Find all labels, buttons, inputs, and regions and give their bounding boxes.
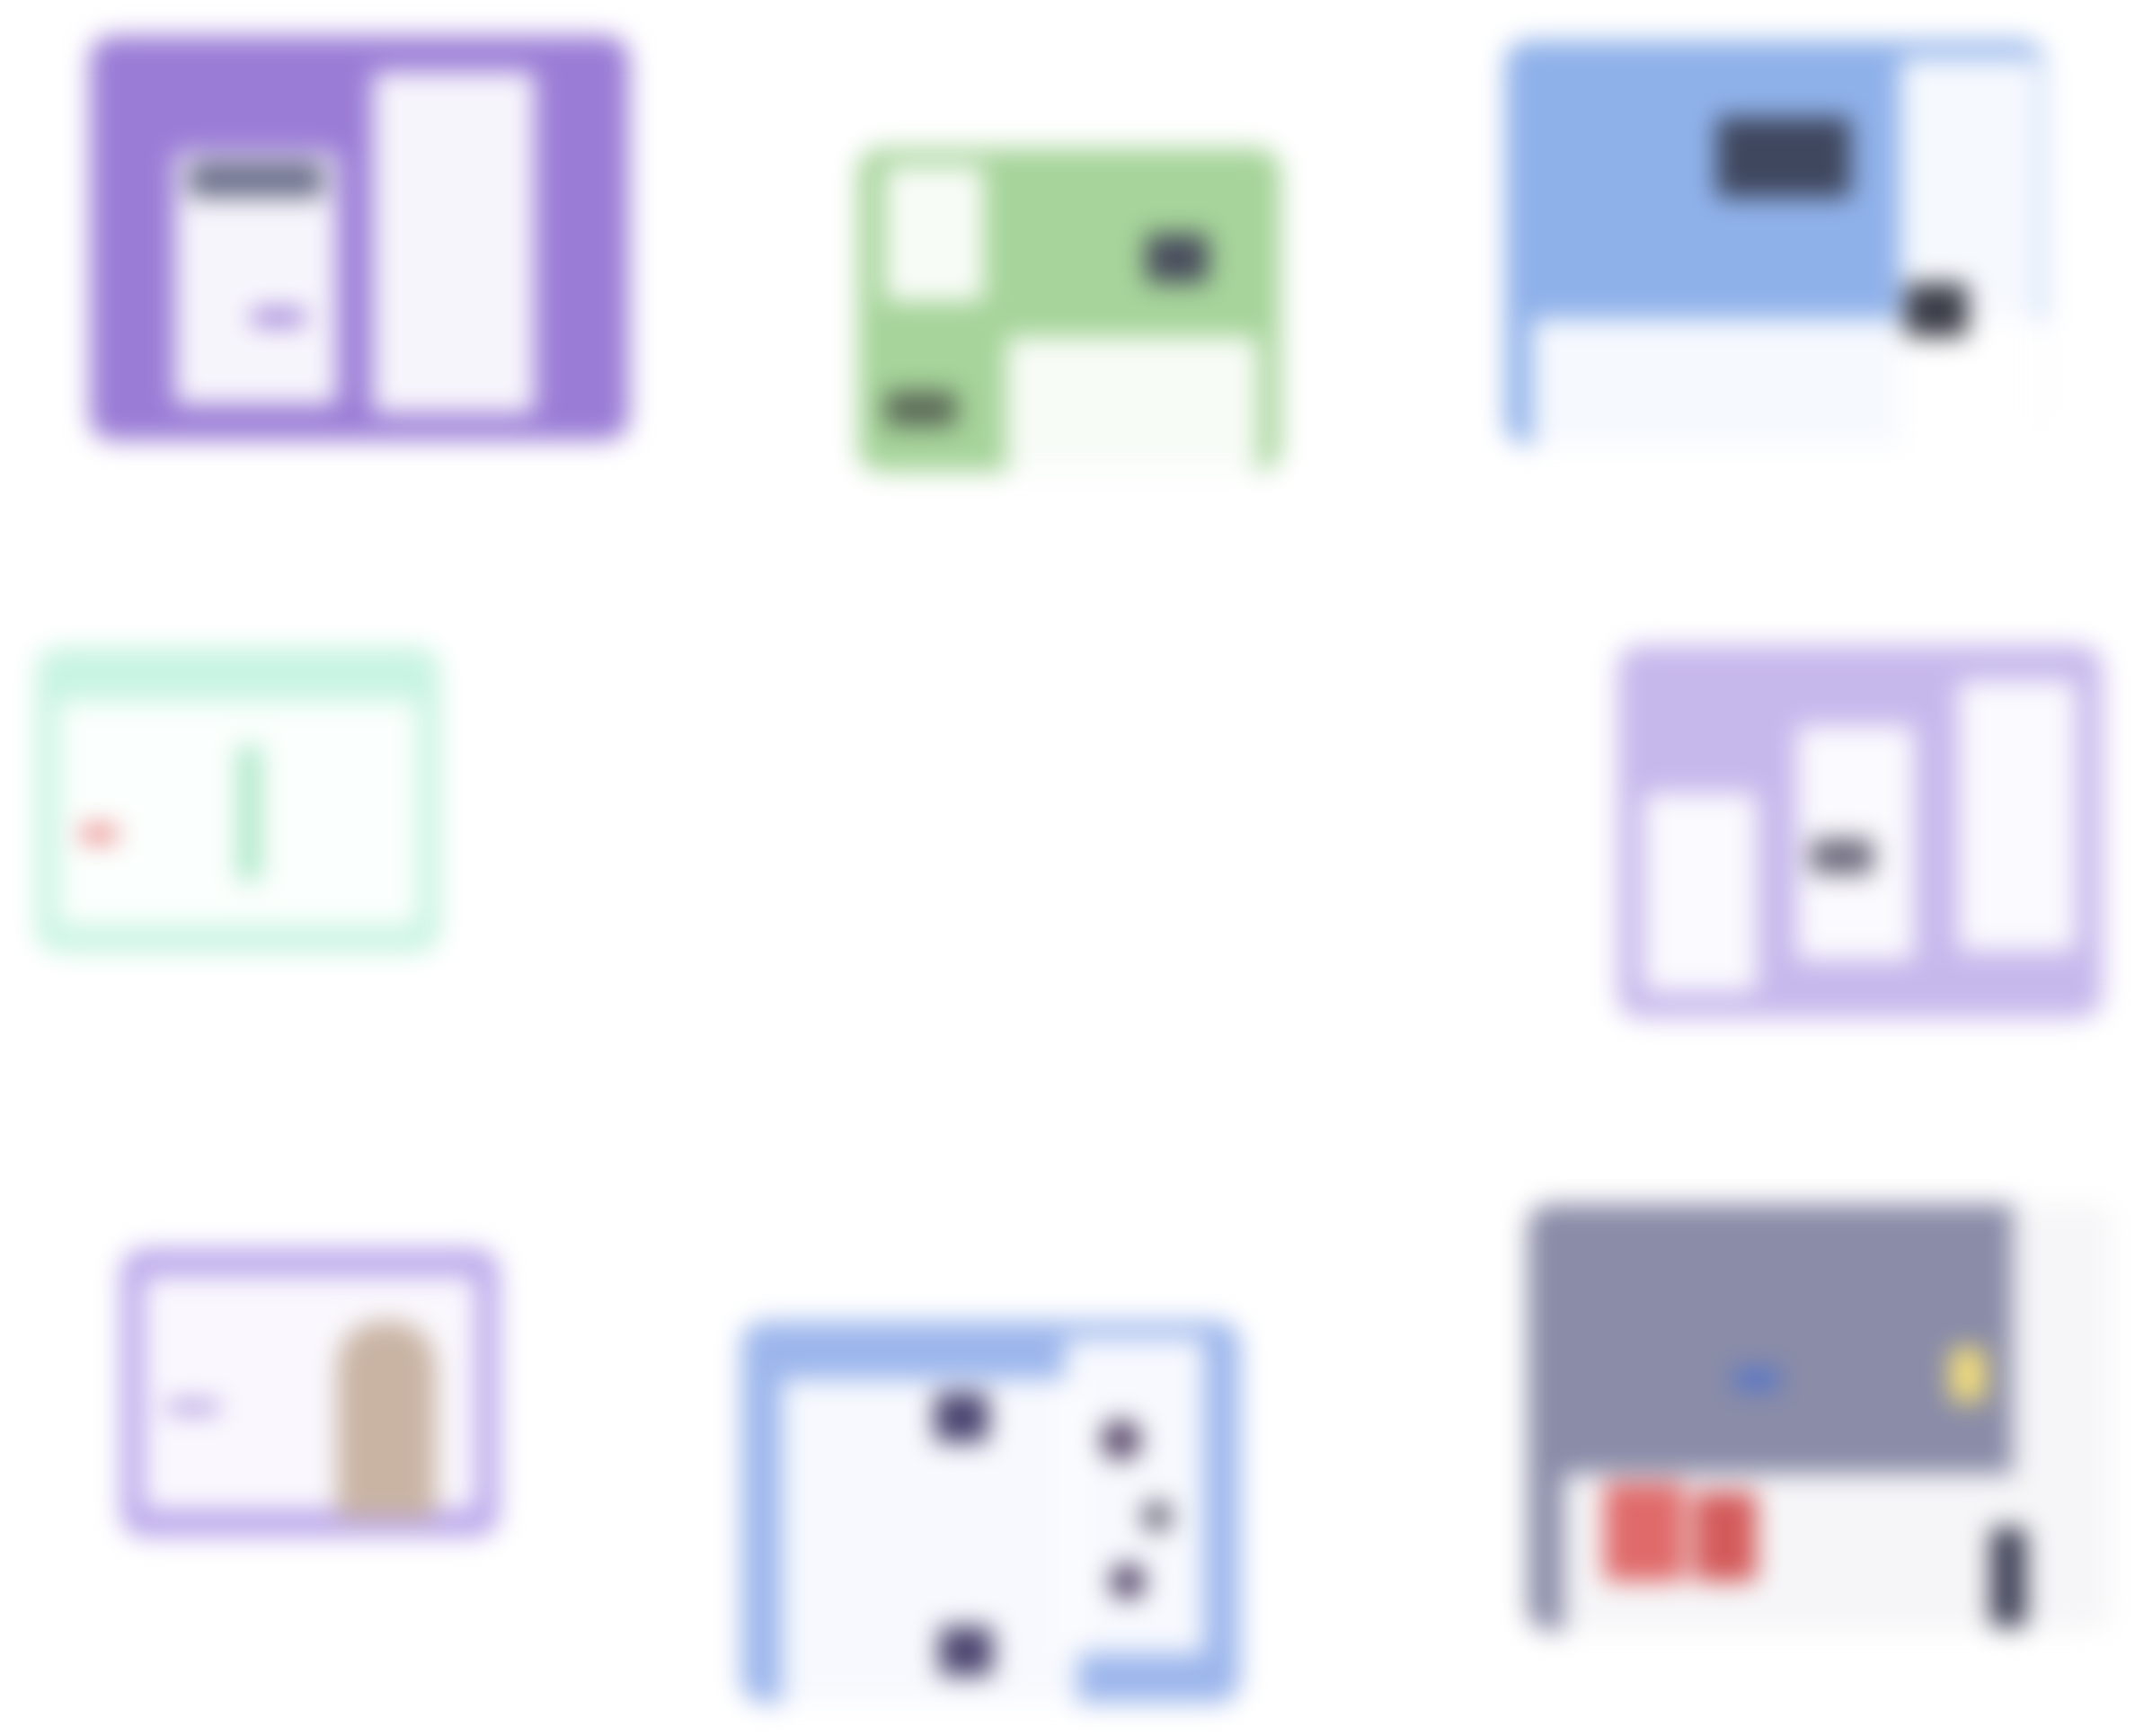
- card-portrait: [337, 1321, 436, 1519]
- card-avatar: [1141, 1501, 1173, 1532]
- card-purple-app-preview[interactable]: [90, 36, 629, 440]
- card-image: [1811, 838, 1874, 874]
- card-lavender-mobile-preview[interactable]: [1617, 645, 2103, 1018]
- card-image: [935, 1393, 988, 1442]
- card-avatar: [1110, 1563, 1146, 1599]
- card-panel: [885, 166, 984, 301]
- card-button: [166, 1402, 220, 1413]
- card-slate-ecommerce-preview[interactable]: [1528, 1204, 2112, 1631]
- card-image: [1146, 234, 1209, 283]
- card-product: [1694, 1492, 1757, 1581]
- card-blue-landing-preview[interactable]: [1505, 40, 2044, 445]
- card-avatar: [1101, 1420, 1141, 1460]
- card-panel: [1006, 337, 1258, 472]
- card-badge: [81, 827, 117, 841]
- card-highlight: [1950, 1348, 1986, 1402]
- card-bar: [238, 746, 261, 881]
- card-panel: [1959, 681, 2076, 951]
- card-panel: [1065, 1339, 1204, 1653]
- card-button: [1734, 1370, 1779, 1388]
- card-product: [1604, 1483, 1685, 1581]
- card-panel: [782, 1379, 1078, 1703]
- card-lavender-portrait-preview[interactable]: [121, 1249, 499, 1537]
- card-blue-collage-preview[interactable]: [741, 1321, 1240, 1703]
- card-image: [939, 1626, 993, 1676]
- card-panel: [1644, 793, 1757, 991]
- card-mint-dashboard-preview[interactable]: [36, 647, 440, 952]
- card-panel: [1900, 58, 2040, 445]
- card-green-app-preview[interactable]: [858, 148, 1280, 472]
- card-image: [885, 391, 957, 427]
- card-button: [252, 310, 306, 324]
- card-image: [189, 162, 323, 198]
- card-panel: [2013, 1204, 2112, 1631]
- card-image: [1716, 117, 1851, 198]
- card-panel: [373, 72, 535, 413]
- card-image: [1905, 283, 1968, 337]
- card-bar: [1990, 1528, 2026, 1626]
